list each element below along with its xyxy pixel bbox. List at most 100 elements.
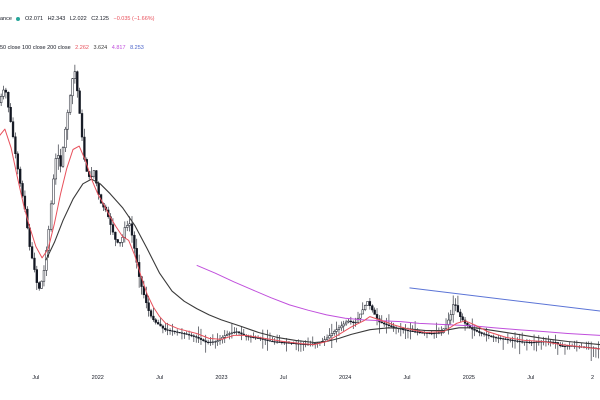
candle [347, 318, 350, 324]
ma-settings-label: 50 close 100 close 200 close [0, 45, 71, 51]
candle [406, 327, 410, 339]
x-tick-label: 2024 [339, 375, 351, 381]
x-axis: Jul 2022 Jul 2023 Jul 2024 Jul 2025 Jul 2 [32, 375, 594, 381]
candle [299, 340, 303, 352]
candle [223, 330, 226, 344]
candle [268, 332, 272, 342]
moving-average-legend[interactable]: 50 close 100 close 200 close 2.262 3.624… [0, 44, 147, 52]
candle [0, 93, 3, 107]
x-tick-label: Jul [403, 375, 410, 381]
candle [275, 334, 279, 344]
candle [449, 309, 452, 325]
candle [497, 334, 500, 344]
candle [154, 318, 157, 325]
candle [589, 341, 593, 362]
candle [16, 151, 19, 175]
high-value: H2.343 [47, 16, 66, 22]
candle [57, 144, 60, 170]
candle [492, 334, 495, 343]
candle [204, 334, 207, 353]
candle [547, 335, 550, 346]
candle [40, 280, 43, 289]
change-value: −0.035 (−1.66%) [113, 16, 155, 22]
candle [344, 319, 348, 326]
candle [233, 327, 236, 334]
candle [161, 324, 165, 334]
candle [9, 103, 12, 123]
candle [399, 323, 402, 337]
candle [537, 335, 540, 346]
candle [218, 335, 222, 345]
candle [168, 328, 172, 335]
candle [52, 174, 55, 205]
candle [390, 321, 393, 329]
candle [349, 316, 353, 325]
candle [325, 334, 329, 342]
candle [30, 242, 34, 260]
candle [114, 231, 117, 247]
candle [240, 326, 243, 341]
candle [190, 332, 193, 338]
ma-extra-value: 8.253 [130, 45, 144, 51]
low-value: L2.022 [69, 16, 87, 22]
candle [128, 216, 131, 232]
candle [294, 340, 298, 351]
x-tick-label: Jul [527, 375, 534, 381]
candle [266, 329, 269, 351]
candle [361, 302, 364, 315]
candle [394, 325, 398, 335]
candle [49, 200, 53, 232]
candle [83, 128, 86, 162]
candle [19, 166, 22, 187]
candle [92, 170, 96, 179]
candle [14, 132, 17, 159]
candle [116, 239, 119, 244]
candle [285, 338, 288, 352]
candle [368, 297, 372, 310]
candle [237, 331, 241, 336]
candle [78, 87, 81, 114]
candle [425, 332, 429, 339]
ma50-line [0, 128, 600, 350]
candle [64, 126, 67, 153]
candle [183, 332, 186, 339]
candle [501, 337, 505, 350]
x-tick-label: Jul [32, 375, 39, 381]
candle [199, 328, 203, 345]
candle [71, 77, 74, 105]
x-tick-label: 2025 [463, 375, 475, 381]
candle [523, 341, 526, 346]
open-value: O2.071 [25, 16, 44, 22]
candle [328, 328, 331, 339]
candle [187, 330, 191, 340]
candle [454, 298, 457, 312]
x-tick-label: 2023 [215, 375, 227, 381]
candle [587, 341, 590, 350]
candle [404, 324, 407, 340]
candle [380, 315, 383, 324]
x-tick-label: Jul [280, 375, 287, 381]
candle [409, 322, 412, 340]
candle [516, 337, 519, 343]
candle [447, 312, 450, 335]
candle [432, 332, 436, 339]
candle [21, 180, 24, 198]
candle [466, 322, 469, 328]
candle [118, 242, 122, 247]
x-tick-label: 2022 [92, 375, 104, 381]
candle [61, 146, 65, 168]
candle [202, 338, 205, 342]
candle [280, 341, 284, 345]
candle [38, 281, 41, 291]
market-status-dot-icon [16, 16, 21, 21]
candle [499, 335, 502, 341]
candle [164, 323, 167, 332]
candle [513, 332, 517, 349]
candle [456, 295, 460, 313]
candle [352, 320, 355, 329]
x-tick-label: Jul [156, 375, 163, 381]
candle [375, 308, 379, 326]
candle [157, 319, 160, 325]
candle [385, 317, 388, 334]
